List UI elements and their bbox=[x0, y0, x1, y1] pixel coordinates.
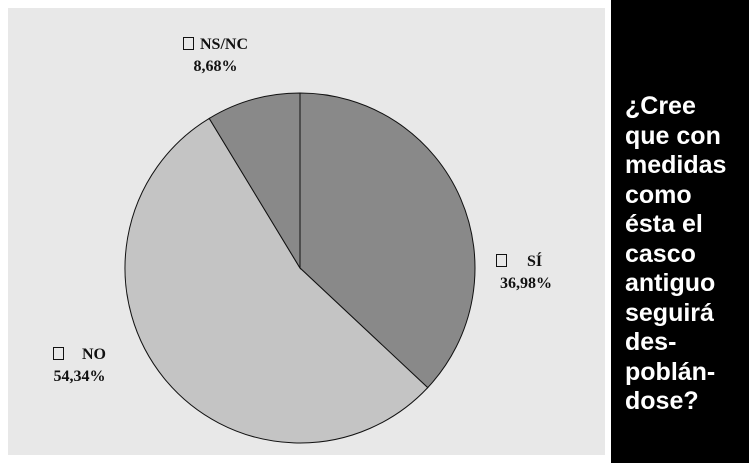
slice-label-no: NO 54,34% bbox=[53, 344, 106, 388]
slice-name-no: NO bbox=[82, 346, 106, 363]
slice-name-si: SÍ bbox=[526, 253, 543, 270]
legend-box-icon bbox=[495, 254, 507, 267]
question-line: poblán- bbox=[625, 357, 716, 386]
question-line: ¿Cree bbox=[625, 92, 696, 120]
legend-box-icon bbox=[183, 37, 194, 50]
question-text: ¿Cree que con medidas como ésta el casco antig… bbox=[625, 92, 749, 417]
slice-label-ns-nc: NS/NC 8,68% bbox=[183, 34, 248, 78]
slice-label-si: SÍ 36,98% bbox=[486, 251, 552, 295]
pie-slice-ns-nc bbox=[208, 92, 301, 270]
question-line: dose? bbox=[625, 387, 699, 415]
question-line: medidas bbox=[625, 151, 727, 179]
question-line: que con bbox=[625, 121, 721, 150]
slice-value-ns-nc: 8,68% bbox=[193, 58, 238, 75]
pie-chart bbox=[124, 92, 476, 444]
question-line: como bbox=[625, 180, 692, 209]
pie-slice-no bbox=[124, 117, 429, 444]
slice-value-no: 54,34% bbox=[53, 368, 106, 385]
question-line: casco bbox=[625, 239, 696, 268]
question-line: des- bbox=[625, 328, 677, 356]
chart-panel: NS/NC 8,68% SÍ 36,98% NO 54,34% bbox=[8, 8, 605, 455]
question-line: ésta el bbox=[625, 210, 703, 238]
slice-value-si: 36,98% bbox=[500, 275, 552, 292]
question-line: antiguo bbox=[625, 269, 716, 297]
legend-box-icon bbox=[53, 347, 64, 360]
question-line: seguirá bbox=[625, 298, 714, 327]
question-panel: ¿Cree que con medidas como ésta el casco antig… bbox=[611, 0, 749, 463]
pie-slice-si bbox=[299, 92, 476, 389]
slice-name-ns-nc: NS/NC bbox=[200, 36, 249, 53]
